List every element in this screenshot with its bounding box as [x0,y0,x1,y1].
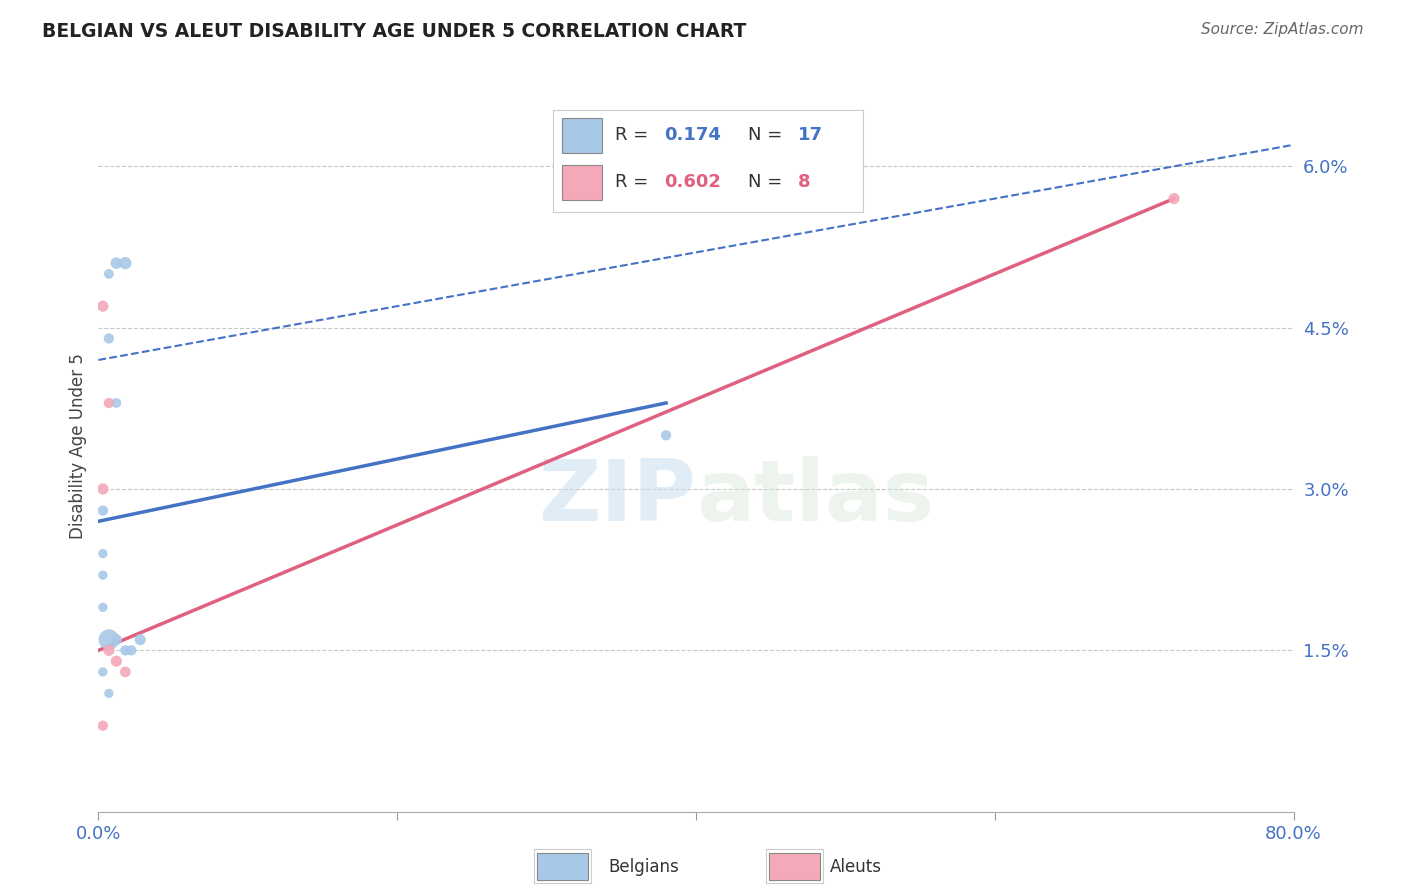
Text: 0.174: 0.174 [665,126,721,145]
Text: 0.602: 0.602 [665,173,721,191]
Point [91,568,114,582]
Point [97,632,120,647]
Bar [769,853,820,880]
Text: atlas: atlas [696,456,934,539]
Text: N =: N = [748,126,789,145]
Text: Aleuts: Aleuts [830,858,882,876]
Point [91,299,114,313]
Bar [562,118,602,153]
Text: R =: R = [614,173,654,191]
Text: 8: 8 [799,173,811,191]
Text: ZIP: ZIP [538,456,696,539]
Point [97,643,120,657]
Point [105,256,128,270]
Point [1163,192,1185,206]
Point [655,428,678,442]
Point [91,665,114,679]
Point [105,632,128,647]
Point [105,654,128,668]
Point [91,547,114,561]
Bar [562,165,602,200]
Point [97,331,120,345]
Point [114,643,136,657]
Text: Source: ZipAtlas.com: Source: ZipAtlas.com [1201,22,1364,37]
Text: BELGIAN VS ALEUT DISABILITY AGE UNDER 5 CORRELATION CHART: BELGIAN VS ALEUT DISABILITY AGE UNDER 5 … [42,22,747,41]
Point [114,665,136,679]
Text: 17: 17 [799,126,823,145]
Bar [537,853,588,880]
Text: N =: N = [748,173,789,191]
Point [97,267,120,281]
Text: Belgians: Belgians [609,858,679,876]
Point [129,632,152,647]
Point [91,719,114,733]
Point [97,396,120,410]
Point [91,482,114,496]
Y-axis label: Disability Age Under 5: Disability Age Under 5 [69,353,87,539]
Point [91,503,114,517]
Point [91,600,114,615]
Point [97,686,120,700]
Point [120,643,142,657]
Point [105,396,128,410]
Point [114,256,136,270]
Text: R =: R = [614,126,654,145]
